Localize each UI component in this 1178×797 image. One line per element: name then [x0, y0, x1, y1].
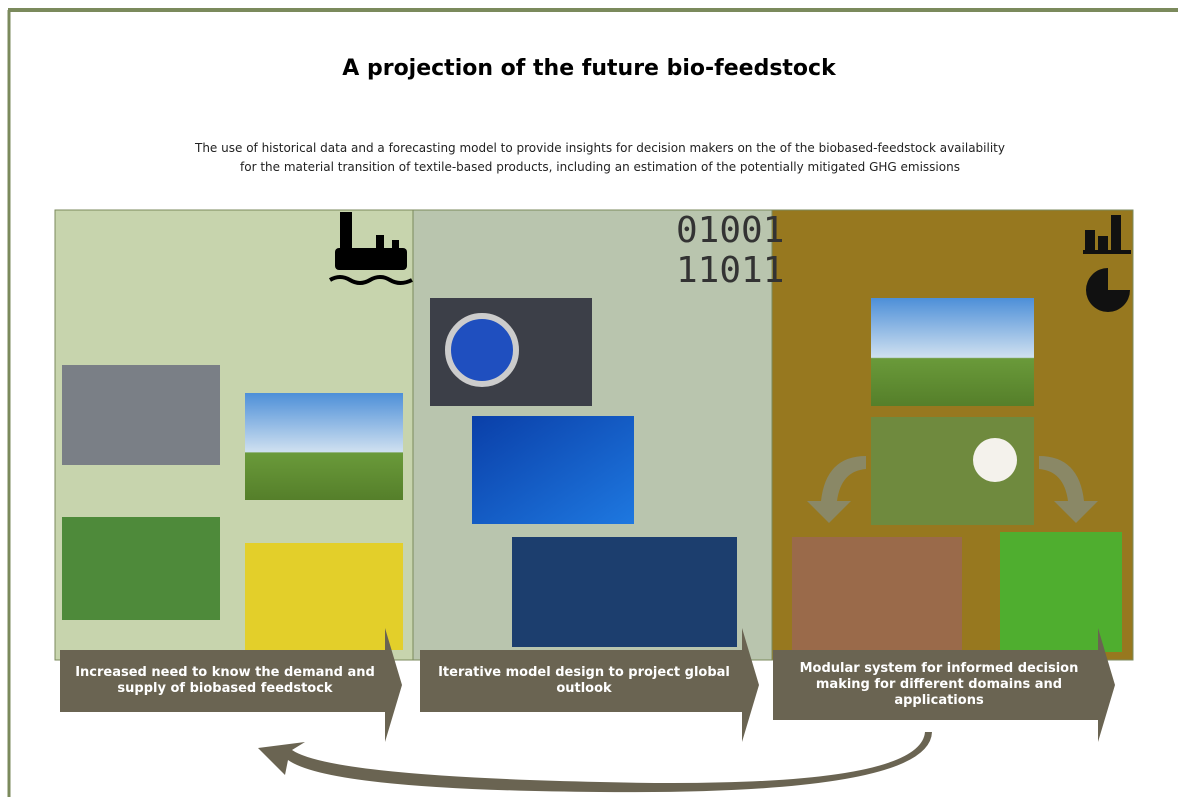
- cotton-boll: [973, 438, 1017, 482]
- photo-field: [245, 393, 403, 500]
- step-label: Increased need to know the demand and su…: [70, 652, 380, 710]
- photo-rapeseed: [245, 543, 403, 650]
- photo-waste: [62, 365, 220, 465]
- photo-town: [792, 537, 962, 650]
- photo-world-map: [512, 537, 737, 647]
- binary-code: 11011: [676, 251, 784, 291]
- photo-sensor: [871, 298, 1034, 406]
- photo-chart: [472, 416, 634, 524]
- infographic: A projection of the future bio-feedstock…: [0, 0, 1178, 797]
- feedback-arrow: [258, 732, 932, 792]
- step-label: Iterative model design to project global…: [428, 652, 740, 710]
- step-label: Modular system for informed decision mak…: [780, 652, 1098, 718]
- photo-texture: [1000, 532, 1122, 652]
- photo-chairs: [62, 517, 220, 620]
- binary-code: 01001: [676, 211, 784, 251]
- title: A projection of the future bio-feedstock: [0, 56, 1178, 81]
- description: The use of historical data and a forecas…: [185, 139, 1015, 177]
- camera-lens: [448, 316, 516, 384]
